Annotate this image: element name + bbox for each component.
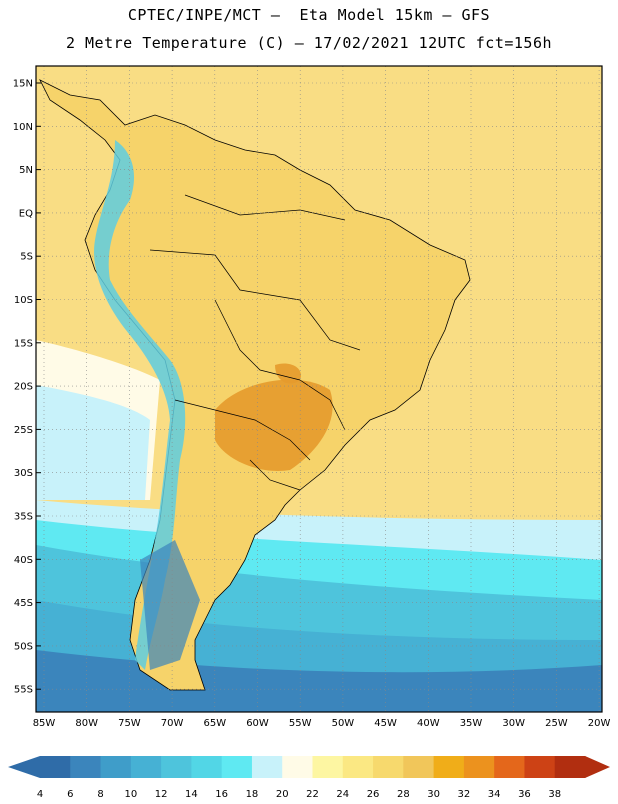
andes-cool	[94, 140, 186, 670]
lat-label: 25S	[14, 425, 33, 436]
legend-arrow-right	[585, 756, 610, 778]
lon-label: 60W	[246, 718, 269, 729]
hot-core	[215, 379, 333, 471]
temperature-field	[36, 66, 602, 712]
lat-label: 35S	[14, 512, 33, 523]
legend-swatch	[312, 756, 344, 778]
country-borders	[149, 194, 361, 491]
legend-label: 24	[336, 789, 349, 800]
lat-label: 5N	[19, 165, 33, 176]
lat-label: 10S	[14, 295, 33, 306]
legend-label: 14	[185, 789, 198, 800]
lat-label: 10N	[13, 122, 33, 133]
lon-label: 45W	[374, 718, 397, 729]
longitude-labels: 85W 80W 75W 70W 65W 60W 55W 50W 45W 40W 35W 30W 25W 2…	[33, 718, 611, 729]
legend-label: 8	[97, 789, 103, 800]
legend-swatch	[494, 756, 525, 778]
lat-label: 15S	[14, 338, 33, 349]
legend-label: 22	[306, 789, 319, 800]
patagonia-cool	[140, 540, 200, 670]
legend-swatch	[342, 756, 374, 778]
lon-label: 55W	[289, 718, 312, 729]
legend-swatch	[70, 756, 102, 778]
lon-label: 30W	[502, 718, 525, 729]
graticule	[36, 66, 602, 712]
lon-label: 35W	[460, 718, 483, 729]
lon-label: 80W	[75, 718, 98, 729]
lon-label: 20W	[588, 718, 611, 729]
title-line-2: 2 Metre Temperature (C) – 17/02/2021 12U…	[65, 34, 553, 52]
lat-label: 30S	[14, 468, 33, 479]
lat-label: 40S	[14, 555, 33, 566]
legend-swatch	[100, 756, 132, 778]
legend-swatch	[40, 756, 71, 778]
lon-label: 50W	[332, 718, 355, 729]
lon-label: 75W	[118, 718, 141, 729]
legend-label: 10	[124, 789, 137, 800]
legend-swatch	[373, 756, 404, 778]
lon-label: 25W	[545, 718, 568, 729]
legend-label: 6	[67, 789, 73, 800]
lat-label: 45S	[14, 598, 33, 609]
legend-label: 18	[246, 789, 259, 800]
legend-swatch	[554, 756, 586, 778]
legend-swatch	[433, 756, 465, 778]
lat-label: EQ	[19, 208, 33, 219]
lon-label: 65W	[203, 718, 226, 729]
legend-swatch	[403, 756, 435, 778]
lat-label: 50S	[14, 641, 33, 652]
legend-swatch	[221, 756, 253, 778]
legend-arrow-left	[8, 756, 40, 778]
legend-swatch	[161, 756, 192, 778]
title-line-1: CPTEC/INPE/MCT – Eta Model 15km – GFS	[127, 6, 491, 24]
lat-label: 20S	[14, 382, 33, 393]
legend-label: 16	[215, 789, 228, 800]
map-frame	[35, 65, 603, 713]
legend-label: 32	[458, 789, 471, 800]
legend-label: 38	[548, 789, 561, 800]
legend-label: 4	[37, 789, 43, 800]
lat-label: 5S	[20, 252, 33, 263]
legend-swatch	[463, 756, 495, 778]
lon-label: 40W	[417, 718, 440, 729]
legend-swatch	[130, 756, 162, 778]
legend-label: 12	[155, 789, 168, 800]
legend-label: 30	[427, 789, 440, 800]
lat-label: 15N	[13, 79, 33, 90]
legend-label: 20	[276, 789, 289, 800]
legend-swatch	[524, 756, 556, 778]
legend-swatch	[251, 756, 283, 778]
legend-swatch	[191, 756, 223, 778]
latitude-labels: 15N 10N 5N EQ 5S 10S 15S 20S 25S 30S 35S 40S 45S 50S 5…	[13, 79, 33, 696]
lon-label: 85W	[33, 718, 56, 729]
legend-label: 34	[488, 789, 501, 800]
legend-swatch	[282, 756, 313, 778]
lat-label: 55S	[14, 685, 33, 696]
legend-label: 36	[518, 789, 531, 800]
lon-label: 70W	[161, 718, 184, 729]
legend-label: 28	[397, 789, 410, 800]
color-legend: 4 6 8 10 12 14 16 18 20 22 24 26 28 30 32 34 36 38	[8, 756, 610, 800]
pacific-cool	[36, 385, 150, 500]
legend-label: 26	[367, 789, 380, 800]
